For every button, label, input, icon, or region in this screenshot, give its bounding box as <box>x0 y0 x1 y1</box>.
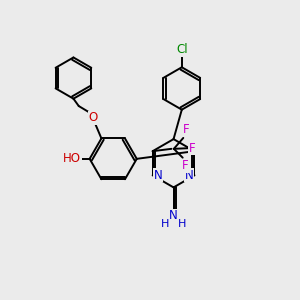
Text: H: H <box>178 219 186 229</box>
Text: F: F <box>189 142 195 155</box>
Text: H: H <box>161 219 170 229</box>
Text: N: N <box>154 169 162 182</box>
Text: F: F <box>183 124 190 136</box>
Text: Cl: Cl <box>176 43 188 56</box>
Text: HO: HO <box>63 152 81 165</box>
Text: N: N <box>169 209 178 223</box>
Text: O: O <box>89 111 98 124</box>
Text: F: F <box>182 159 188 172</box>
Text: N: N <box>185 169 194 182</box>
